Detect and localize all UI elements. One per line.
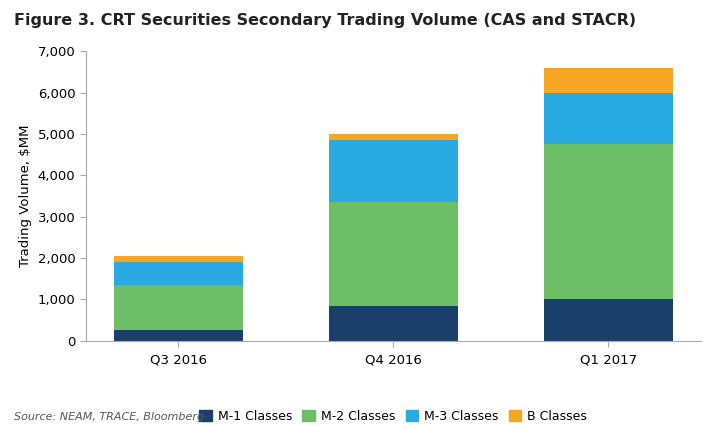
Bar [329,140,458,202]
Bar [329,305,458,341]
Bar [543,92,673,144]
Bar [543,68,673,92]
Bar [543,299,673,341]
Bar [329,134,458,140]
Bar [114,331,243,341]
Bar [543,144,673,299]
Y-axis label: Trading Volume, $MM: Trading Volume, $MM [19,125,32,267]
Legend: M-1 Classes, M-2 Classes, M-3 Classes, B Classes: M-1 Classes, M-2 Classes, M-3 Classes, B… [194,405,592,426]
Bar [114,285,243,331]
Text: Figure 3. CRT Securities Secondary Trading Volume (CAS and STACR): Figure 3. CRT Securities Secondary Tradi… [14,13,636,28]
Text: Source: NEAM, TRACE, Bloomberg: Source: NEAM, TRACE, Bloomberg [14,412,204,422]
Bar [114,256,243,262]
Bar [329,202,458,305]
Bar [114,262,243,285]
